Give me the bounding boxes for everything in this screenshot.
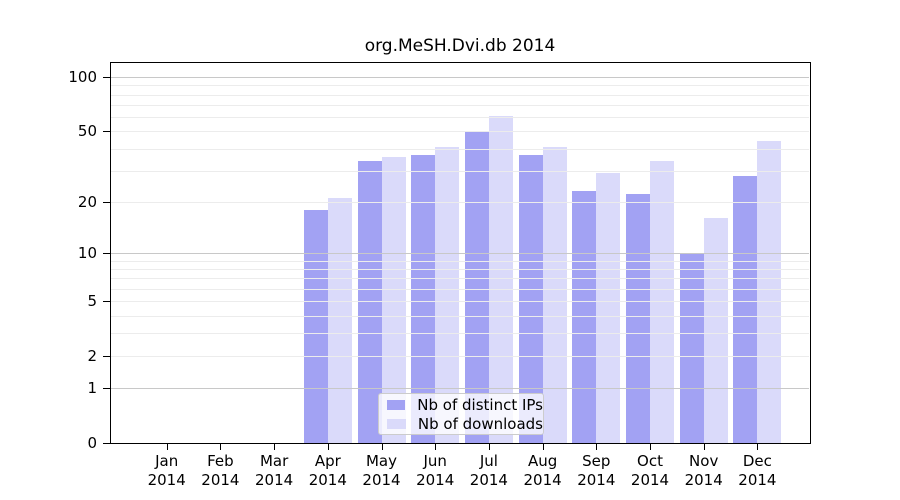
- minor-gridline: [111, 85, 809, 87]
- minor-gridline: [111, 117, 809, 119]
- bar-nb-of-distinct-ips-dec: [733, 176, 758, 443]
- x-tick-label-apr: Apr 2014: [308, 452, 347, 489]
- y-tick-label-10: 10: [77, 244, 97, 262]
- bar-nb-of-downloads-nov: [703, 218, 728, 443]
- bar-nb-of-downloads-aug: [542, 146, 567, 443]
- x-tickmark: [381, 444, 383, 450]
- y-tickmark: [103, 443, 110, 445]
- y-tick-label-1: 1: [87, 379, 97, 398]
- y-tick-label-2: 2: [87, 347, 97, 366]
- minor-gridline: [111, 356, 809, 358]
- major-gridline: [111, 388, 809, 390]
- minor-gridline: [111, 288, 809, 290]
- y-tick-label-0: 0: [87, 434, 97, 453]
- minor-gridline: [111, 260, 809, 262]
- minor-gridline: [111, 333, 809, 335]
- x-tickmark: [327, 444, 329, 450]
- bar-nb-of-downloads-apr: [327, 197, 352, 443]
- y-tick-label-5: 5: [87, 292, 97, 311]
- x-tickmark: [274, 444, 276, 450]
- x-tick-label-aug: Aug 2014: [523, 452, 562, 489]
- bar-nb-of-downloads-sep: [596, 173, 621, 443]
- legend-swatch-distinct-ips: [387, 399, 406, 410]
- y-tick-label-50: 50: [77, 122, 97, 141]
- y-tickmark: [103, 201, 110, 203]
- legend-item-distinct-ips: Nb of distinct IPs: [379, 395, 543, 414]
- minor-gridline: [111, 315, 809, 317]
- chart-title: org.MeSH.Dvi.db 2014: [364, 36, 556, 56]
- right-spine: [810, 62, 811, 444]
- legend-label-distinct-ips: Nb of distinct IPs: [417, 395, 543, 414]
- y-tickmark: [103, 388, 110, 390]
- x-tickmark: [757, 444, 759, 450]
- x-tick-label-mar: Mar 2014: [255, 452, 294, 489]
- y-tick-label-20: 20: [77, 192, 97, 211]
- minor-gridline: [111, 105, 809, 106]
- x-tick-label-jan: Jan 2014: [147, 452, 186, 489]
- bar-nb-of-distinct-ips-oct: [626, 194, 650, 443]
- bar-nb-of-distinct-ips-jul: [464, 131, 489, 443]
- x-tick-label-nov: Nov 2014: [684, 452, 723, 489]
- x-tickmark: [542, 444, 544, 450]
- y-axis-spine: [110, 62, 111, 444]
- x-tick-label-may: May 2014: [362, 452, 401, 489]
- legend-label-downloads: Nb of downloads: [417, 414, 543, 433]
- bar-nb-of-distinct-ips-sep: [572, 191, 597, 443]
- y-tickmark: [103, 77, 110, 79]
- bar-nb-of-downloads-dec: [757, 141, 782, 443]
- x-tickmark: [166, 444, 168, 450]
- bar-nb-of-distinct-ips-nov: [679, 253, 704, 443]
- major-gridline: [111, 77, 809, 79]
- x-tickmark: [596, 444, 598, 450]
- minor-gridline: [111, 301, 809, 303]
- bar-nb-of-distinct-ips-apr: [303, 209, 328, 443]
- major-gridline: [111, 253, 809, 254]
- minor-gridline: [111, 201, 809, 203]
- x-tick-label-jun: Jun 2014: [416, 452, 455, 489]
- x-tick-label-jul: Jul 2014: [469, 452, 508, 489]
- x-tickmark: [703, 444, 705, 450]
- y-tick-label-100: 100: [68, 68, 97, 87]
- legend-item-downloads: Nb of downloads: [379, 414, 543, 433]
- top-spine: [110, 62, 811, 63]
- minor-gridline: [111, 131, 809, 133]
- minor-gridline: [111, 268, 809, 270]
- x-axis-spine: [110, 443, 811, 444]
- x-tickmark: [220, 444, 222, 450]
- x-tick-label-dec: Dec 2014: [738, 452, 777, 489]
- x-tickmark: [435, 444, 437, 450]
- minor-gridline: [111, 148, 809, 150]
- legend-swatch-downloads: [387, 418, 406, 429]
- x-tick-label-sep: Sep 2014: [577, 452, 616, 489]
- minor-gridline: [111, 94, 809, 96]
- x-tickmark: [650, 444, 651, 450]
- x-tickmark: [488, 444, 490, 450]
- x-tick-label-feb: Feb 2014: [201, 452, 240, 489]
- y-tickmark: [103, 131, 110, 133]
- legend: Nb of distinct IPs Nb of downloads: [378, 393, 544, 435]
- y-tickmark: [103, 356, 110, 358]
- minor-gridline: [111, 170, 809, 172]
- y-tickmark: [103, 253, 110, 254]
- minor-gridline: [111, 278, 809, 280]
- x-tick-label-oct: Oct 2014: [630, 452, 670, 489]
- y-tickmark: [103, 301, 110, 303]
